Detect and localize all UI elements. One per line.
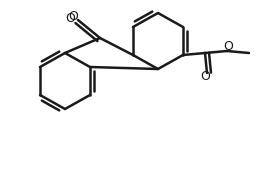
Text: O: O [65,11,75,25]
Text: O: O [68,10,78,23]
Text: O: O [223,40,233,53]
Text: O: O [200,70,210,83]
